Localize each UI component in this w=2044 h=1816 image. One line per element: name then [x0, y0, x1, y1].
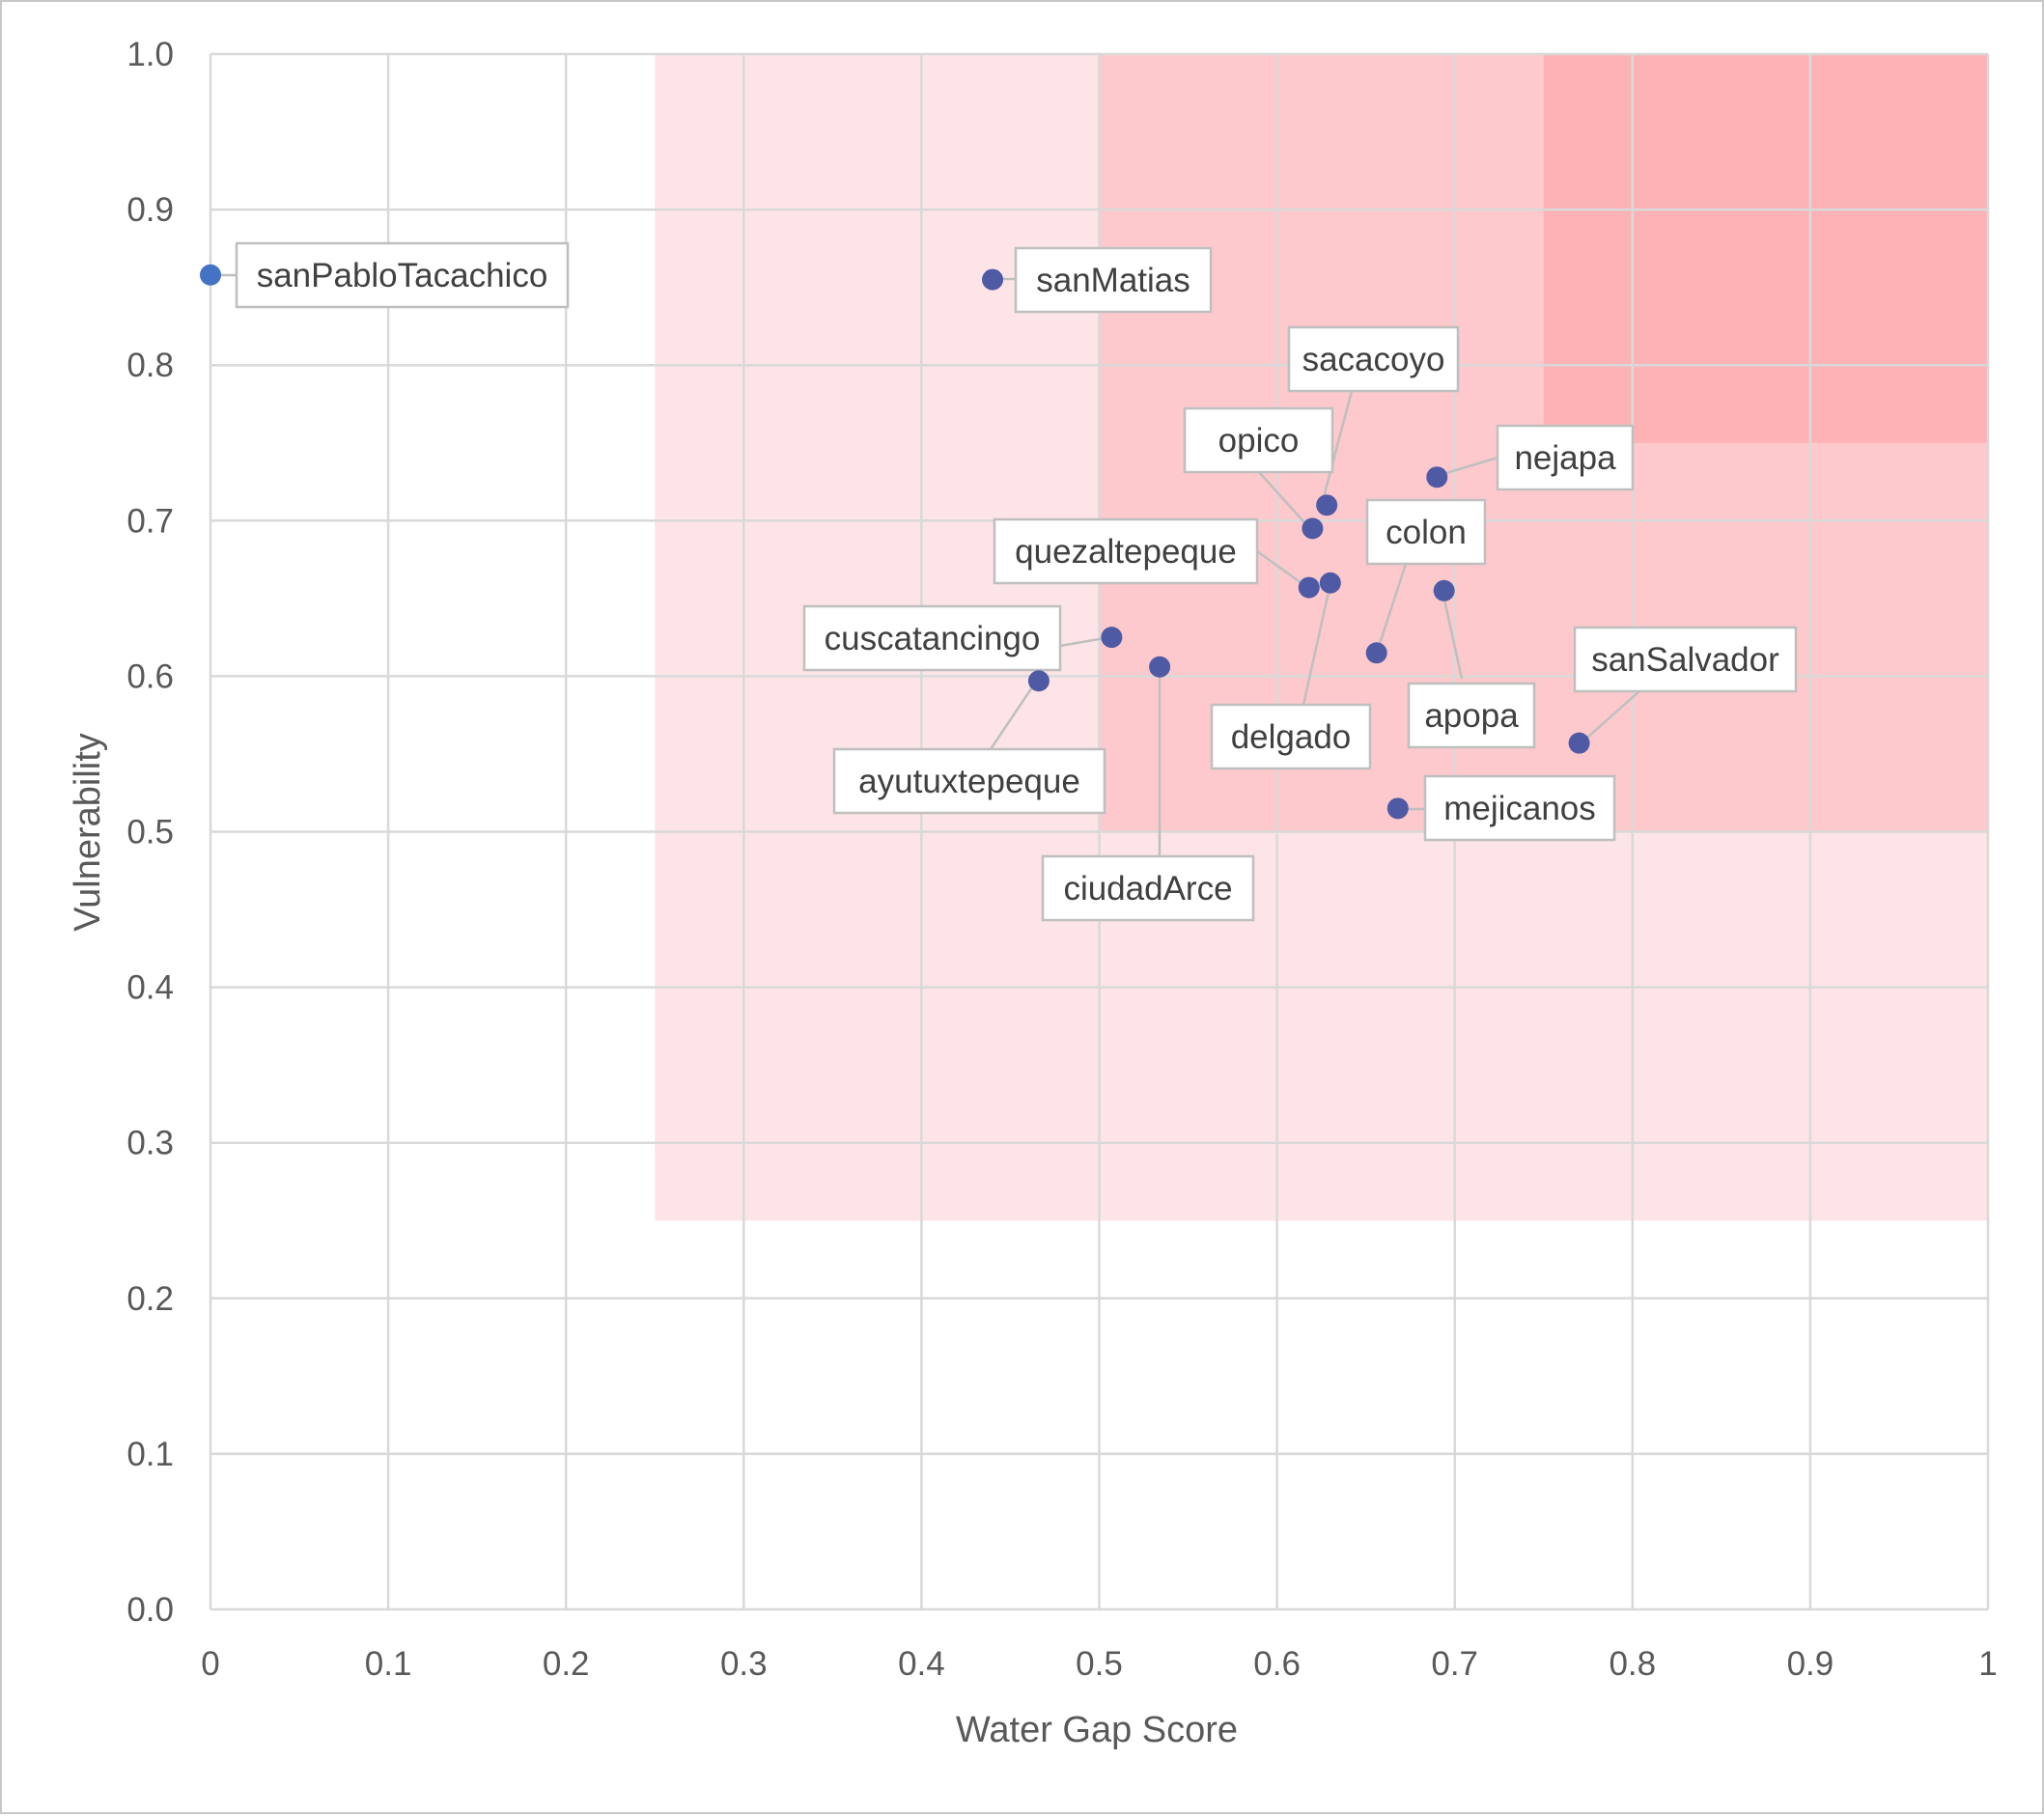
point-label: quezaltepeque [1015, 533, 1237, 571]
y-axis-ticks: 0.0 0.1 0.2 0.3 0.4 0.5 0.6 0.7 0.8 0.9 1.0 [126, 36, 174, 1629]
point-label: sanSalvador [1591, 641, 1779, 679]
data-point [1149, 657, 1170, 678]
point-label: apopa [1424, 697, 1519, 735]
data-point [1302, 517, 1323, 539]
x-tick-label: 0.3 [720, 1645, 768, 1683]
point-label: sanMatias [1036, 262, 1190, 299]
data-point [1569, 733, 1590, 754]
data-point [982, 269, 1003, 291]
point-label: cuscatancingo [825, 620, 1041, 657]
x-tick-label: 0.2 [543, 1645, 590, 1683]
x-tick-label: 0.4 [898, 1645, 945, 1683]
x-tick-label: 0.9 [1787, 1645, 1834, 1683]
point-label: sacacoyo [1302, 341, 1445, 378]
y-tick-label: 0.1 [126, 1436, 174, 1473]
y-tick-label: 1.0 [126, 36, 174, 73]
data-point [1387, 797, 1409, 819]
point-label: mejicanos [1443, 790, 1596, 827]
y-tick-label: 0.4 [126, 969, 174, 1007]
data-point [200, 265, 221, 286]
x-axis-title: Water Gap Score [956, 1710, 1238, 1750]
y-tick-label: 0.3 [126, 1125, 174, 1162]
data-point [1299, 577, 1320, 599]
x-tick-label: 0.6 [1253, 1645, 1301, 1683]
x-tick-label: 0.1 [365, 1645, 412, 1683]
x-tick-label: 0.5 [1076, 1645, 1123, 1683]
point-label: ciudadArce [1063, 870, 1232, 908]
data-point [1028, 670, 1050, 691]
point-label: sanPabloTacachico [257, 257, 548, 294]
point-label: nejapa [1514, 439, 1616, 477]
point-label: opico [1218, 422, 1300, 460]
y-tick-label: 0.8 [126, 347, 174, 384]
y-tick-label: 0.6 [126, 657, 174, 695]
data-point [1320, 573, 1341, 594]
point-label: colon [1386, 514, 1467, 551]
data-point [1366, 642, 1387, 663]
x-tick-label: 0.7 [1431, 1645, 1478, 1683]
data-point [1434, 580, 1455, 601]
point-label: delgado [1231, 718, 1352, 756]
y-tick-label: 0.5 [126, 814, 174, 852]
point-label: ayutuxtepeque [858, 763, 1080, 800]
x-tick-label: 0 [201, 1645, 219, 1683]
data-point [1316, 494, 1337, 516]
x-tick-label: 1 [1978, 1645, 1997, 1683]
region-2 [1544, 54, 1988, 443]
y-tick-label: 0.7 [126, 502, 174, 540]
y-tick-label: 0.2 [126, 1280, 174, 1318]
y-tick-label: 0.0 [126, 1591, 174, 1629]
x-tick-label: 0.8 [1609, 1645, 1656, 1683]
y-tick-label: 0.9 [126, 191, 174, 229]
data-point [1101, 627, 1122, 648]
data-point [1426, 466, 1447, 488]
y-axis-title: Vulnerability [68, 733, 108, 932]
x-axis-ticks: 0 0.1 0.2 0.3 0.4 0.5 0.6 0.7 0.8 0.9 1 [201, 1645, 1997, 1683]
